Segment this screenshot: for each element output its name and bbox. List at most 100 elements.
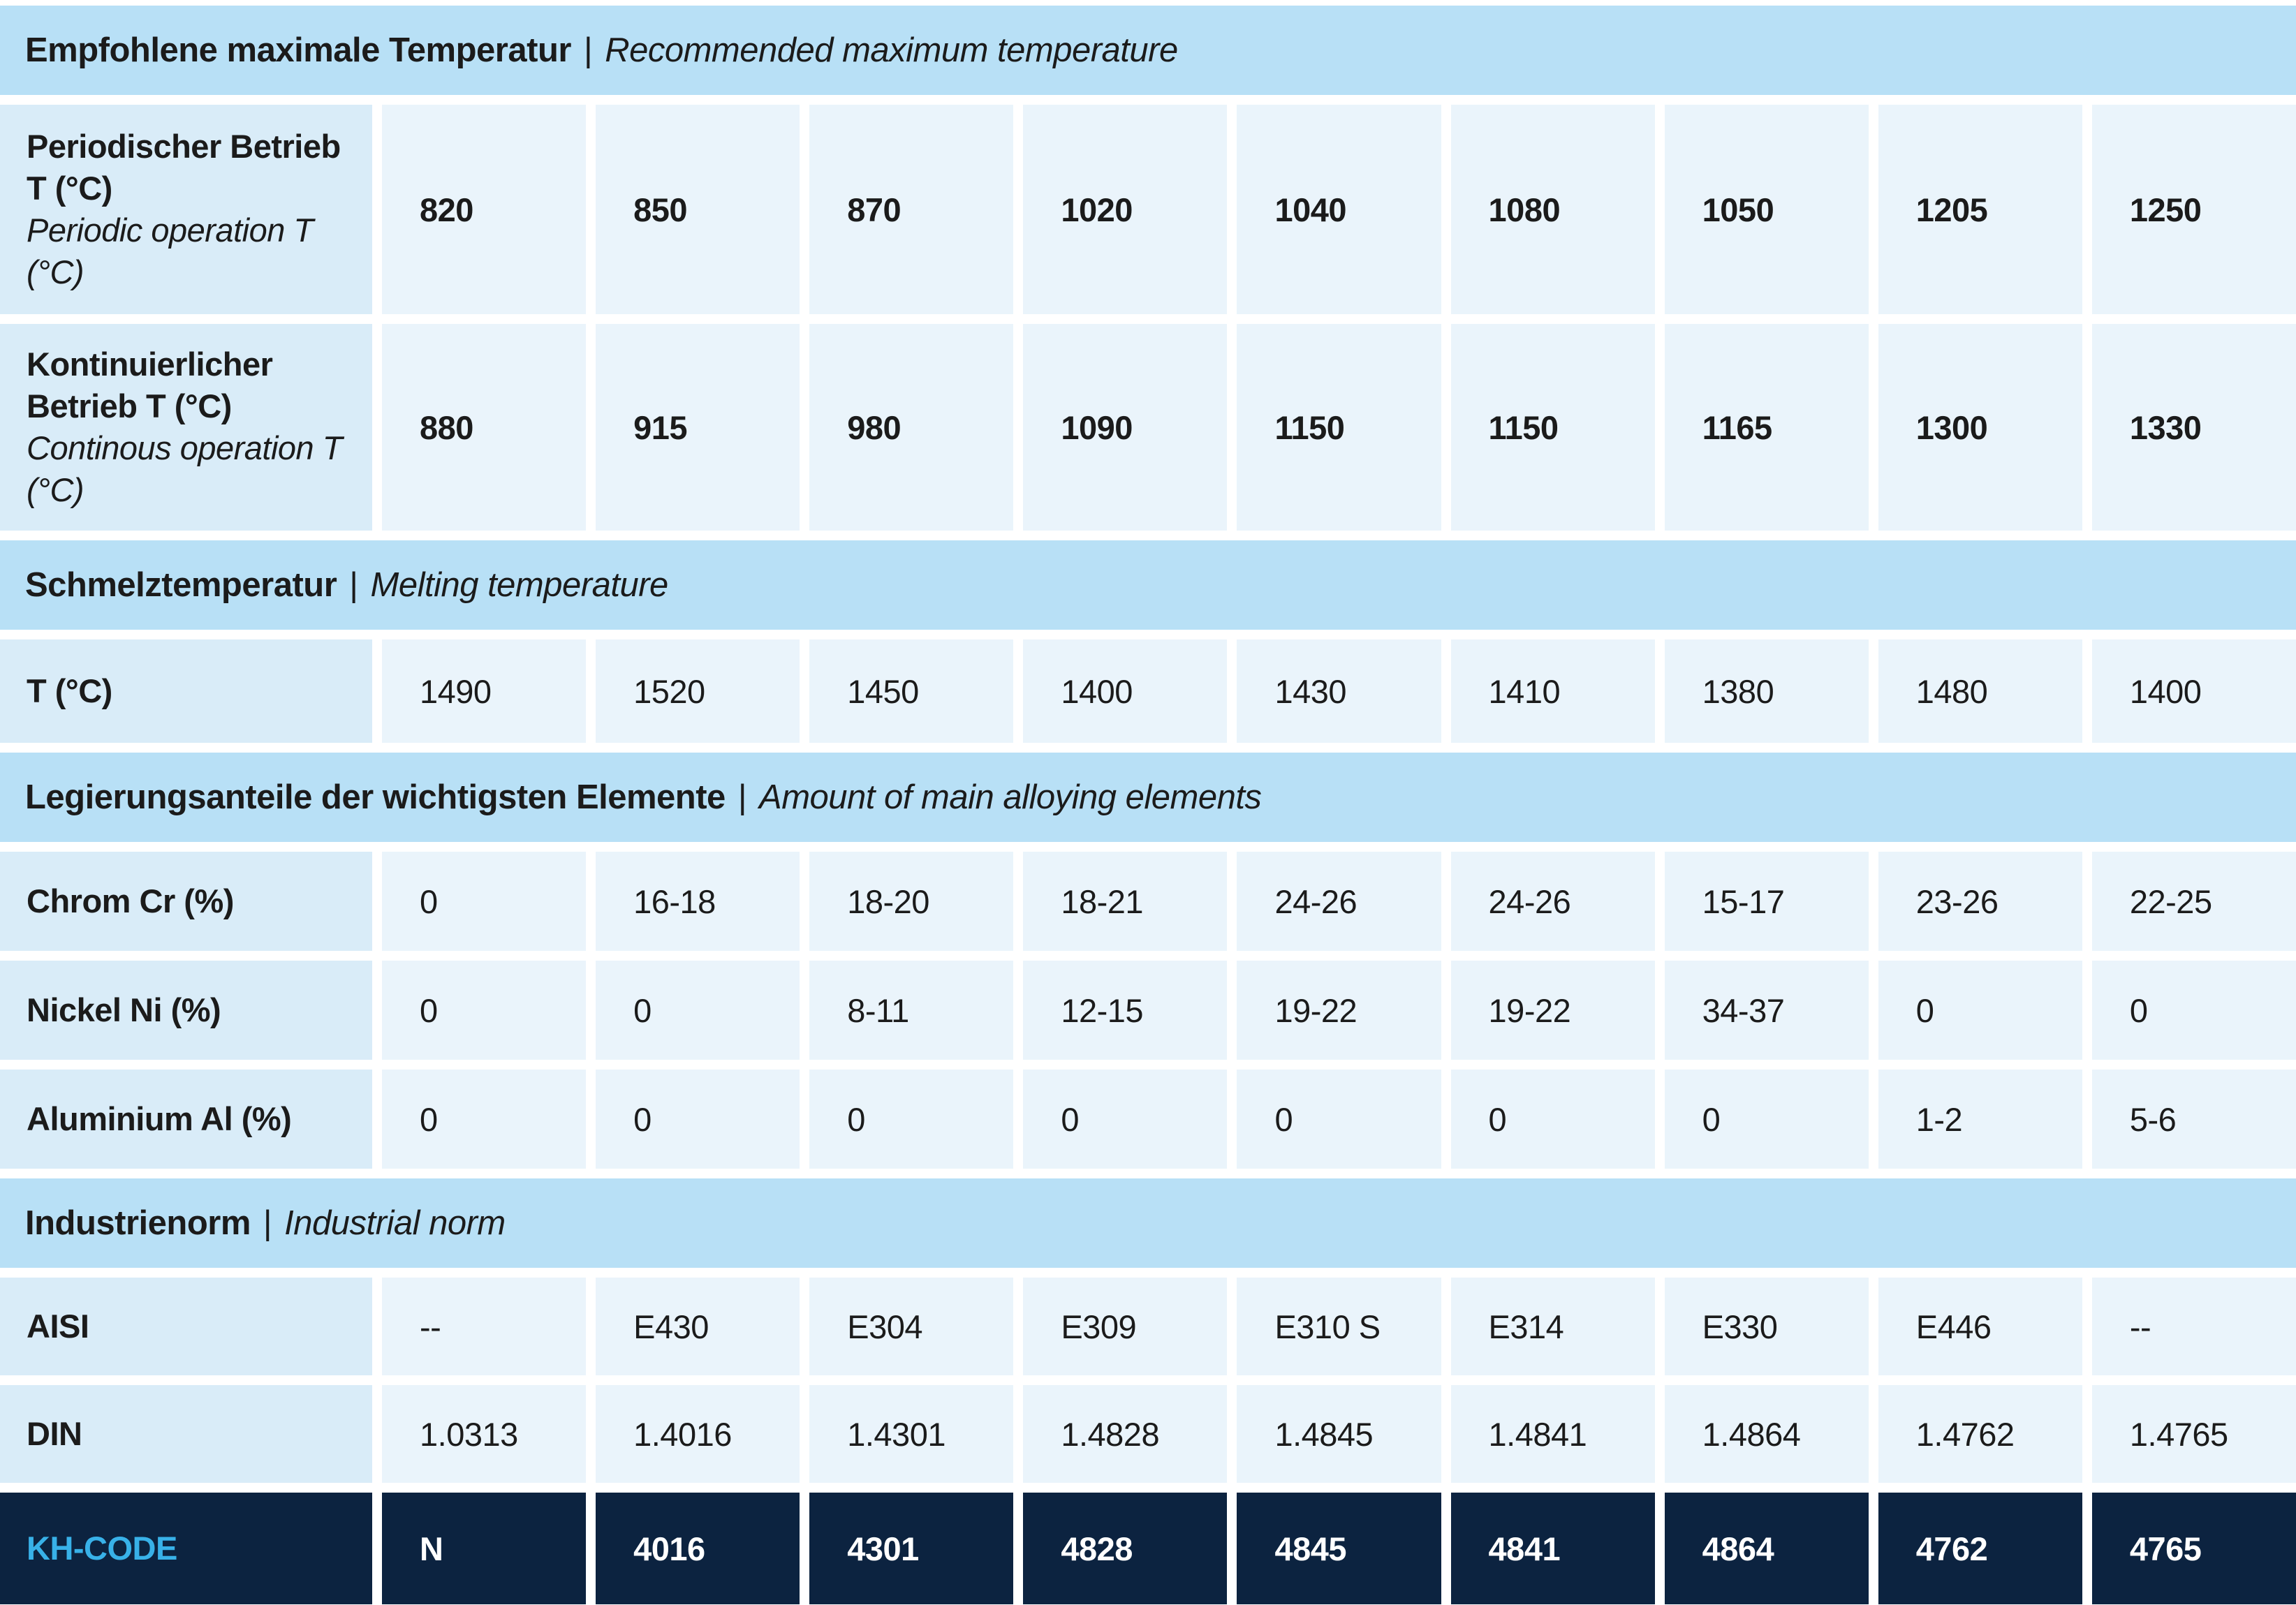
value-cell: E309 — [1023, 1278, 1228, 1375]
value-cell: 1165 — [1664, 324, 1869, 531]
row-label-aluminium: Aluminium Al (%) — [0, 1070, 372, 1169]
section-header-alloying-elements: Legierungsanteile der wichtigsten Elemen… — [0, 753, 2296, 842]
value-cell: 1-2 — [1878, 1070, 2082, 1169]
row-label-din: DIN — [0, 1385, 372, 1483]
value-cell: 22-25 — [2091, 852, 2296, 951]
value-cell: 0 — [809, 1070, 1014, 1169]
value-cell: 1.4016 — [596, 1385, 800, 1483]
value-cell: 0 — [1450, 1070, 1655, 1169]
value-cell: 12-15 — [1023, 961, 1228, 1060]
section-header-industrial-norm: Industrienorm | Industrial norm — [0, 1178, 2296, 1268]
value-cell: 15-17 — [1664, 852, 1869, 951]
header-separator: | — [737, 778, 747, 816]
row-label-de: Periodischer Betrieb T (°C) — [27, 127, 341, 207]
value-cell: 16-18 — [596, 852, 800, 951]
row-label-en: Continous operation T (°C) — [27, 429, 342, 509]
value-cell: 1040 — [1237, 105, 1441, 314]
section-header-en: Melting temperature — [370, 566, 669, 604]
header-separator: | — [583, 31, 593, 69]
section-header-de: Industrienorm — [25, 1204, 251, 1242]
value-cell: 4828 — [1023, 1493, 1228, 1604]
value-cell: 1.4845 — [1237, 1385, 1441, 1483]
value-cell: 1490 — [382, 639, 587, 743]
value-cell: 1150 — [1450, 324, 1655, 531]
value-cell: 5-6 — [2091, 1070, 2296, 1169]
value-cell: 4765 — [2091, 1493, 2296, 1604]
value-cell: -- — [2091, 1278, 2296, 1375]
row-label-de: Aluminium Al (%) — [27, 1100, 292, 1137]
value-cell: 0 — [1664, 1070, 1869, 1169]
value-cell: 1090 — [1023, 324, 1228, 531]
value-cell: 1.0313 — [382, 1385, 587, 1483]
value-cell: 1.4765 — [2091, 1385, 2296, 1483]
value-cell: E304 — [809, 1278, 1014, 1375]
value-cell: 4301 — [809, 1493, 1014, 1604]
value-cell: 0 — [2091, 961, 2296, 1060]
section-header-de: Empfohlene maximale Temperatur — [25, 31, 571, 69]
row-label-en: Periodic operation T (°C) — [27, 212, 314, 291]
section-header-de: Schmelztemperatur — [25, 566, 337, 604]
value-cell: 8-11 — [809, 961, 1014, 1060]
value-cell: E446 — [1878, 1278, 2082, 1375]
row-label-de: DIN — [27, 1414, 82, 1452]
value-cell: 4762 — [1878, 1493, 2082, 1604]
value-cell: 1400 — [2091, 639, 2296, 743]
value-cell: E314 — [1450, 1278, 1655, 1375]
row-label-aisi: AISI — [0, 1278, 372, 1375]
value-cell: 19-22 — [1237, 961, 1441, 1060]
value-cell: 0 — [1237, 1070, 1441, 1169]
value-cell: 1410 — [1450, 639, 1655, 743]
row-label-de: AISI — [27, 1307, 89, 1345]
header-separator: | — [263, 1204, 272, 1242]
value-cell: 23-26 — [1878, 852, 2082, 951]
table-row-melting-temperature: T (°C) 1490 1520 1450 1400 1430 1410 1380 1480 1… — [0, 639, 2296, 743]
value-cell: 1150 — [1237, 324, 1441, 531]
value-cell: 980 — [809, 324, 1014, 531]
value-cell: E310 S — [1237, 1278, 1441, 1375]
value-cell: 0 — [1878, 961, 2082, 1060]
value-cell: 4845 — [1237, 1493, 1441, 1604]
value-cell: E330 — [1664, 1278, 1869, 1375]
table-row-kh-code: KH-CODE N 4016 4301 4828 4845 4841 4864 4762 476… — [0, 1493, 2296, 1604]
value-cell: 1080 — [1450, 105, 1655, 314]
row-label-periodic-operation: Periodischer Betrieb T (°C) Periodic ope… — [0, 105, 372, 314]
value-cell: 915 — [596, 324, 800, 531]
value-cell: 1.4841 — [1450, 1385, 1655, 1483]
table-row-aisi: AISI -- E430 E304 E309 E310 S E314 E330 E446 -- — [0, 1278, 2296, 1375]
value-cell: 1430 — [1237, 639, 1441, 743]
row-label-de: T (°C) — [27, 672, 112, 709]
value-cell: -- — [382, 1278, 587, 1375]
value-cell: 0 — [382, 852, 587, 951]
row-label-melting-temperature: T (°C) — [0, 639, 372, 743]
value-cell: E430 — [596, 1278, 800, 1375]
row-label-de: KH-CODE — [27, 1529, 177, 1567]
value-cell: 0 — [596, 961, 800, 1060]
section-header-en: Recommended maximum temperature — [605, 31, 1178, 69]
row-label-de: Nickel Ni (%) — [27, 991, 221, 1028]
table-row-periodic-operation: Periodischer Betrieb T (°C) Periodic ope… — [0, 105, 2296, 314]
value-cell: 1480 — [1878, 639, 2082, 743]
value-cell: 4016 — [596, 1493, 800, 1604]
value-cell: 0 — [1023, 1070, 1228, 1169]
value-cell: 1.4864 — [1664, 1385, 1869, 1483]
value-cell: 850 — [596, 105, 800, 314]
section-header-de: Legierungsanteile der wichtigsten Elemen… — [25, 778, 726, 816]
value-cell: 1380 — [1664, 639, 1869, 743]
value-cell: 1.4301 — [809, 1385, 1014, 1483]
value-cell: 0 — [596, 1070, 800, 1169]
value-cell: 18-20 — [809, 852, 1014, 951]
table-row-aluminium: Aluminium Al (%) 0 0 0 0 0 0 0 1-2 5-6 — [0, 1070, 2296, 1169]
value-cell: 4864 — [1664, 1493, 1869, 1604]
value-cell: 24-26 — [1450, 852, 1655, 951]
value-cell: 1330 — [2091, 324, 2296, 531]
value-cell: 820 — [382, 105, 587, 314]
value-cell: 870 — [809, 105, 1014, 314]
value-cell: 1400 — [1023, 639, 1228, 743]
section-header-en: Amount of main alloying elements — [759, 778, 1262, 816]
section-header-melting-temperature: Schmelztemperatur | Melting temperature — [0, 540, 2296, 630]
value-cell: 34-37 — [1664, 961, 1869, 1060]
section-header-max-temperature: Empfohlene maximale Temperatur | Recomme… — [0, 6, 2296, 95]
value-cell: 1450 — [809, 639, 1014, 743]
value-cell: 19-22 — [1450, 961, 1655, 1060]
